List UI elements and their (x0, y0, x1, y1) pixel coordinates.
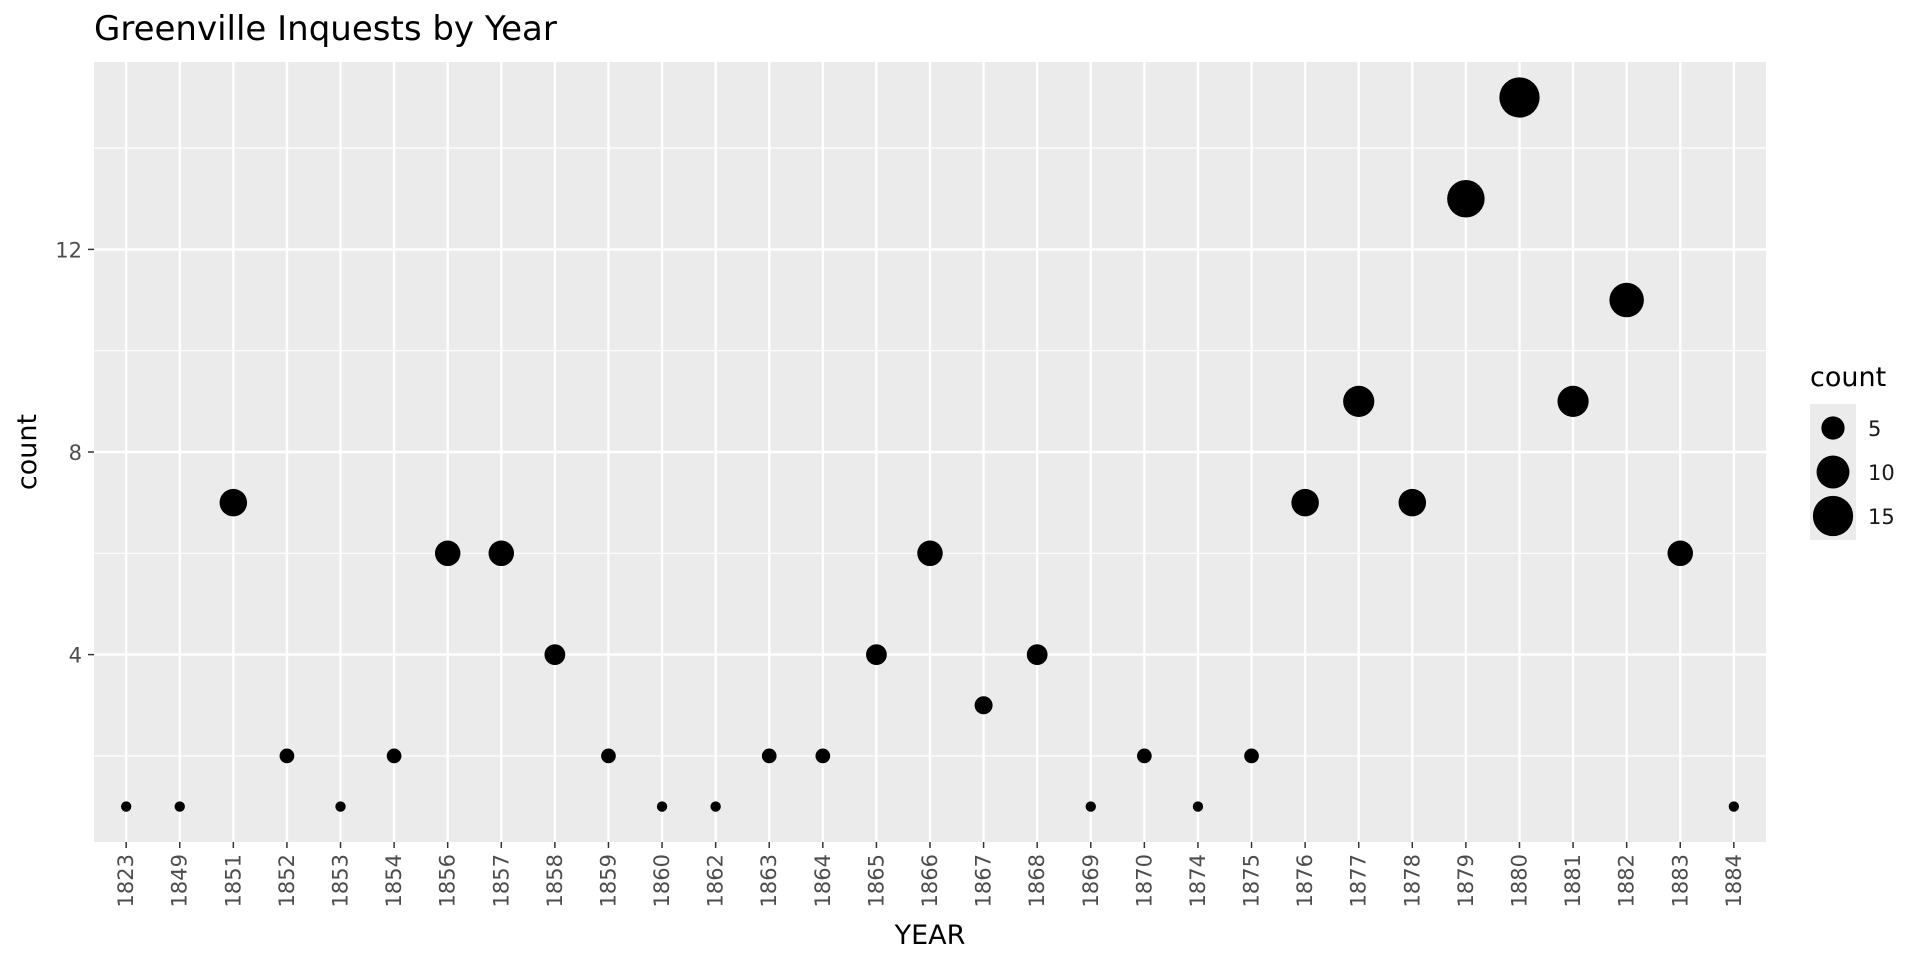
x-tick-label: 1869 (1079, 854, 1103, 907)
data-point (974, 696, 993, 715)
data-point (174, 801, 185, 812)
data-point (1026, 644, 1048, 665)
x-tick-label: 1874 (1186, 854, 1210, 907)
x-tick-label: 1859 (596, 854, 620, 907)
x-tick-label: 1880 (1507, 854, 1531, 907)
x-tick-label: 1849 (168, 854, 192, 907)
x-axis-ticks: 1823 1849 1851 1852 1853 1854 1856 1857 1858 1859… (114, 842, 1746, 907)
data-point (1085, 801, 1096, 812)
x-tick-label: 1851 (221, 854, 245, 907)
data-point (815, 748, 831, 764)
data-point (1244, 748, 1259, 764)
legend-title: count (1810, 362, 1886, 393)
data-point (120, 801, 132, 812)
data-point (1192, 801, 1204, 812)
x-tick-label: 1881 (1561, 854, 1585, 907)
legend-key-label: 5 (1868, 417, 1881, 441)
data-point (656, 801, 668, 812)
x-tick-label: 1864 (811, 854, 835, 907)
data-point (544, 644, 566, 665)
y-axis-ticks: 4 8 12 (55, 238, 94, 668)
x-tick-label: 1867 (972, 854, 996, 907)
x-tick-label: 1876 (1293, 854, 1317, 907)
chart-title: Greenville Inquests by Year (94, 9, 557, 49)
legend-key-label: 15 (1868, 505, 1895, 529)
x-tick-label: 1877 (1347, 854, 1371, 907)
data-point (710, 801, 721, 812)
data-point (434, 540, 461, 567)
data-point (1447, 180, 1485, 218)
data-point (1728, 801, 1740, 812)
data-point (1499, 77, 1540, 118)
x-tick-label: 1862 (704, 854, 728, 907)
x-tick-label: 1853 (329, 854, 353, 907)
x-tick-label: 1866 (918, 854, 942, 907)
x-tick-label: 1878 (1400, 854, 1424, 907)
x-tick-label: 1857 (489, 854, 513, 907)
legend-key-symbol (1812, 495, 1854, 537)
x-tick-label: 1823 (114, 854, 138, 907)
x-tick-label: 1875 (1240, 854, 1264, 907)
x-tick-label: 1884 (1722, 854, 1746, 907)
legend-keys: 5 10 15 (1812, 416, 1895, 537)
data-point (1609, 282, 1644, 318)
data-point (1343, 385, 1375, 417)
data-point (917, 540, 943, 567)
x-tick-label: 1854 (382, 854, 406, 907)
data-point (866, 644, 887, 665)
data-point (761, 748, 777, 764)
grid-lines (94, 62, 1766, 842)
y-tick-label: 4 (69, 644, 82, 668)
data-points (120, 77, 1740, 812)
data-point (1557, 385, 1589, 417)
legend-key-label: 10 (1868, 461, 1895, 485)
x-tick-label: 1868 (1025, 854, 1049, 907)
x-tick-label: 1865 (864, 854, 888, 907)
data-point (1291, 488, 1319, 517)
data-point (1667, 540, 1693, 567)
data-point (601, 748, 616, 764)
data-point (219, 488, 248, 517)
x-axis-title: YEAR (894, 920, 966, 951)
x-tick-label: 1860 (650, 854, 674, 907)
y-tick-label: 8 (69, 441, 82, 465)
x-tick-label: 1858 (543, 854, 567, 907)
data-point (1398, 488, 1427, 517)
legend-key-symbol (1816, 455, 1850, 489)
x-tick-label: 1863 (757, 854, 781, 907)
x-tick-label: 1870 (1132, 854, 1156, 907)
x-tick-label: 1852 (275, 854, 299, 907)
size-legend: count 5 10 15 (1810, 362, 1895, 540)
data-point (1137, 748, 1152, 764)
x-tick-label: 1879 (1454, 854, 1478, 907)
legend-key-symbol (1821, 416, 1845, 440)
data-point (386, 748, 402, 764)
data-point (335, 801, 346, 812)
y-tick-label: 12 (55, 238, 82, 262)
data-point (488, 540, 515, 567)
x-tick-label: 1883 (1668, 854, 1692, 907)
y-axis-title: count (12, 414, 43, 490)
x-tick-label: 1856 (436, 854, 460, 907)
data-point (279, 748, 295, 764)
x-tick-label: 1882 (1615, 854, 1639, 907)
